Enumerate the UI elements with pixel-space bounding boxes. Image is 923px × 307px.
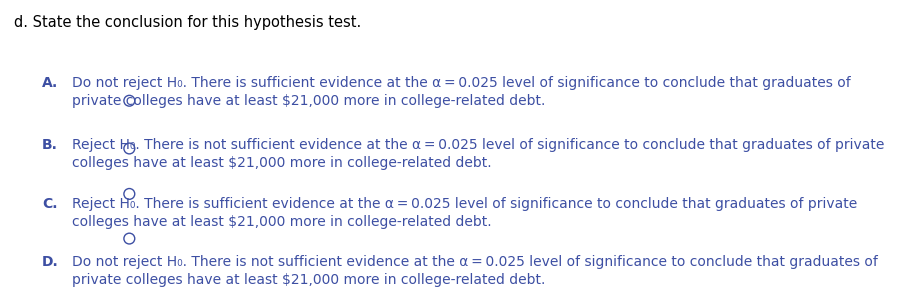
Text: private colleges have at least $21,000 more in college-related debt.: private colleges have at least $21,000 m…	[72, 94, 545, 108]
Text: Do not reject H₀. There is sufficient evidence at the α = 0.025 level of signifi: Do not reject H₀. There is sufficient ev…	[72, 76, 851, 90]
Text: B.: B.	[42, 138, 58, 152]
Text: D.: D.	[42, 255, 59, 269]
Text: private colleges have at least $21,000 more in college-related debt.: private colleges have at least $21,000 m…	[72, 273, 545, 287]
Text: d. State the conclusion for this hypothesis test.: d. State the conclusion for this hypothe…	[14, 15, 361, 30]
Text: Reject H₀. There is not sufficient evidence at the α = 0.025 level of significan: Reject H₀. There is not sufficient evide…	[72, 138, 884, 152]
Text: colleges have at least $21,000 more in college-related debt.: colleges have at least $21,000 more in c…	[72, 156, 492, 170]
Text: A.: A.	[42, 76, 58, 90]
Text: colleges have at least $21,000 more in college-related debt.: colleges have at least $21,000 more in c…	[72, 215, 492, 229]
Text: C.: C.	[42, 197, 57, 211]
Text: Reject H₀. There is sufficient evidence at the α = 0.025 level of significance t: Reject H₀. There is sufficient evidence …	[72, 197, 857, 211]
Text: Do not reject H₀. There is not sufficient evidence at the α = 0.025 level of sig: Do not reject H₀. There is not sufficien…	[72, 255, 878, 269]
